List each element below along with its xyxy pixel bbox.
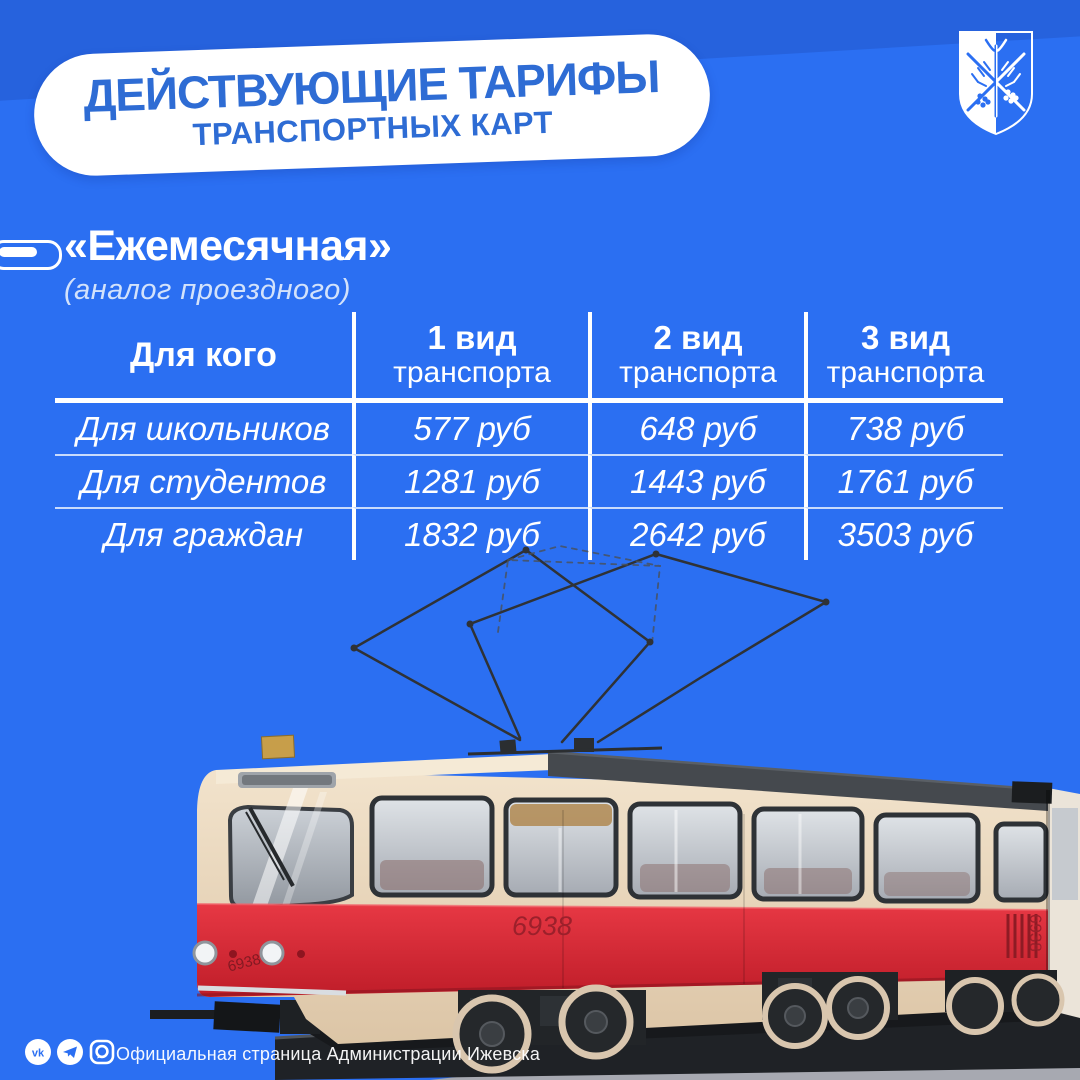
messenger-icon[interactable] (88, 1038, 116, 1066)
col3-line2: транспорта (826, 355, 985, 389)
roof-resistor-box (1011, 781, 1053, 804)
table-cell: 648 руб (588, 403, 804, 454)
footer: vk Официальная страница Администрации Иж… (0, 1030, 1080, 1080)
headlight-icon (192, 940, 305, 966)
table-cell: 1761 руб (804, 454, 1003, 507)
vk-icon[interactable]: vk (24, 1038, 52, 1066)
table-cell: 1832 руб (352, 507, 588, 560)
col1-line2: транспорта (393, 355, 551, 389)
section-subtitle: (аналог проездного) (64, 274, 351, 306)
header-banner: ДЕЙСТВУЮЩИЕ ТАРИФЫ ТРАНСПОРТНЫХ КАРТ (32, 32, 712, 178)
table-cell: 1443 руб (588, 454, 804, 507)
table-cell: 577 руб (352, 403, 588, 454)
tram-coupler (150, 1000, 320, 1034)
col3-line1: 3 вид (860, 319, 951, 357)
tram-body: 6938 6938 6938 (192, 734, 1053, 1044)
front-bumper (197, 985, 347, 996)
col2-line2: транспорта (619, 355, 777, 389)
dash-bullet-icon (0, 240, 62, 270)
table-cell: 2642 руб (588, 507, 804, 560)
row-label: Для школьников (77, 409, 330, 447)
table-cell: 3503 руб (804, 507, 1003, 560)
section-title: «Ежемесячная» (64, 222, 392, 270)
izhevsk-coat-of-arms-icon (959, 31, 1033, 136)
roof-equipment-box (260, 734, 296, 760)
tram-illustration: 6938 6938 6938 (150, 545, 1080, 1080)
col2-line1: 2 вид (653, 319, 743, 357)
vent-louvers (1006, 914, 1038, 958)
row-label: Для граждан (55, 507, 352, 560)
table-cell: 1281 руб (352, 454, 588, 507)
table-cell: 738 руб (804, 403, 1003, 454)
svg-text:vk: vk (32, 1048, 45, 1060)
tram-bogies (452, 970, 1065, 1074)
table-header-who: Для кого (55, 312, 352, 403)
poster-title: ДЕЙСТВУЮЩИЕ ТАРИФЫ (82, 49, 661, 122)
pantograph (350, 545, 830, 744)
table-header-col1: 1 вид транспорта (352, 312, 588, 403)
table-header-col3: 3 вид транспорта (804, 312, 1003, 403)
trailing-car (1048, 788, 1080, 1018)
tariff-table: Для кого 1 вид транспорта 2 вид транспор… (55, 312, 1003, 560)
row-label: Для студентов (55, 454, 352, 507)
footer-caption: Официальная страница Администрации Ижевс… (116, 1044, 541, 1064)
telegram-icon[interactable] (56, 1038, 84, 1066)
table-header-col2: 2 вид транспорта (588, 312, 804, 403)
col1-line1: 1 вид (427, 319, 517, 357)
tram-roof-strip (548, 752, 1048, 811)
tram-number-side: 6938 (512, 911, 572, 941)
tram-windshield (227, 788, 354, 911)
tram-number-rear: 6938 (1026, 914, 1045, 952)
